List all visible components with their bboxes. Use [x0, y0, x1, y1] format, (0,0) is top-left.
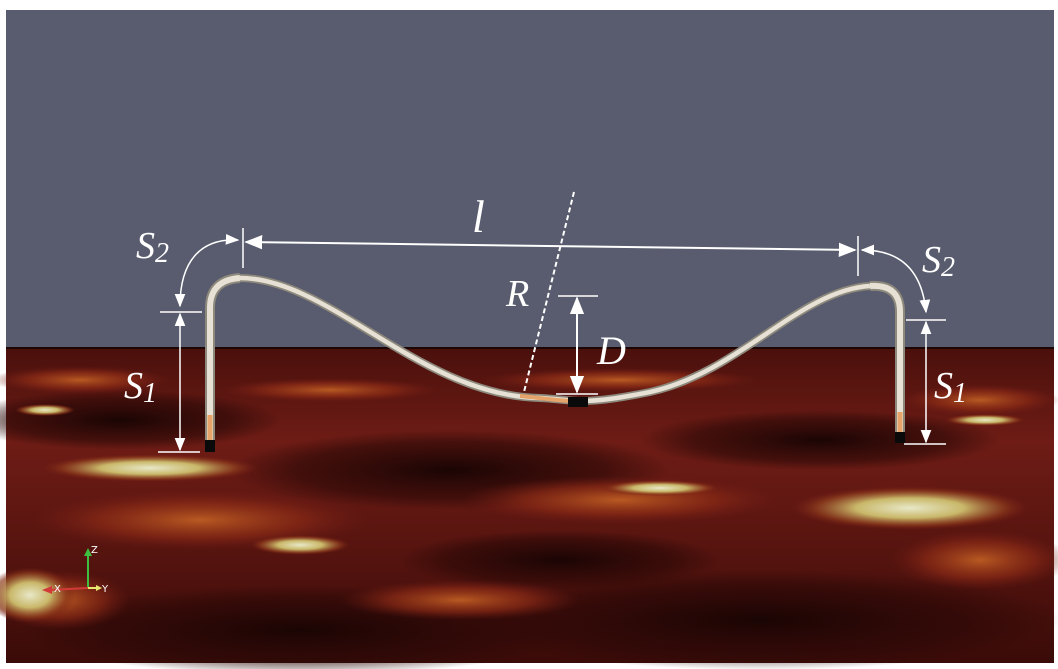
label-s1-right: S1: [934, 365, 967, 409]
right-anchor-block: [895, 432, 905, 443]
label-R: R: [505, 273, 529, 315]
right-s2-arc-arrow: [860, 244, 931, 314]
span-length-arrow: [244, 235, 857, 257]
label-s2-left-text: S2: [136, 225, 169, 269]
left-anchor-block: [205, 440, 215, 452]
annotations: [158, 191, 946, 453]
label-s1-left: S1: [124, 365, 157, 409]
radius-dashed-line: [523, 191, 575, 393]
label-s2-left: S2: [136, 225, 169, 269]
axes-triad: Z X Y: [42, 545, 109, 595]
axis-x-label: X: [54, 584, 61, 595]
label-D: D: [596, 328, 626, 373]
label-l: l: [472, 191, 485, 242]
seabed-field: [0, 347, 1058, 669]
label-s1-right-text: S1: [934, 365, 967, 409]
axis-z-label: Z: [91, 545, 98, 556]
label-s2-right-text: S2: [922, 239, 955, 283]
axis-y-label: Y: [101, 584, 109, 595]
label-s1-left-text: S1: [124, 365, 157, 409]
label-s2-right: S2: [922, 239, 955, 283]
left-s2-arc-arrow: [174, 233, 240, 308]
touchdown-block: [568, 397, 588, 407]
